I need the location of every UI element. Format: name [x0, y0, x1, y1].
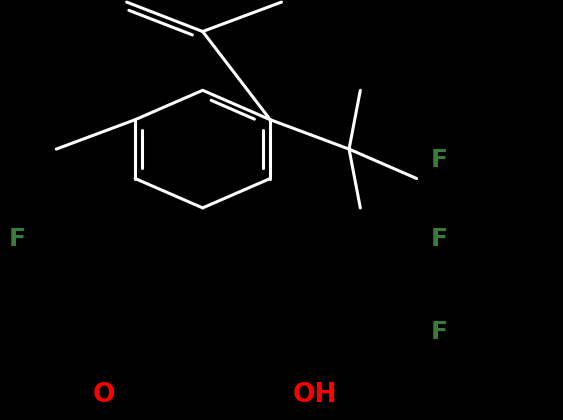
Text: F: F: [431, 320, 448, 344]
Text: O: O: [93, 382, 115, 408]
Text: F: F: [431, 227, 448, 252]
Text: F: F: [8, 227, 25, 252]
Text: OH: OH: [293, 382, 338, 408]
Text: F: F: [431, 147, 448, 172]
